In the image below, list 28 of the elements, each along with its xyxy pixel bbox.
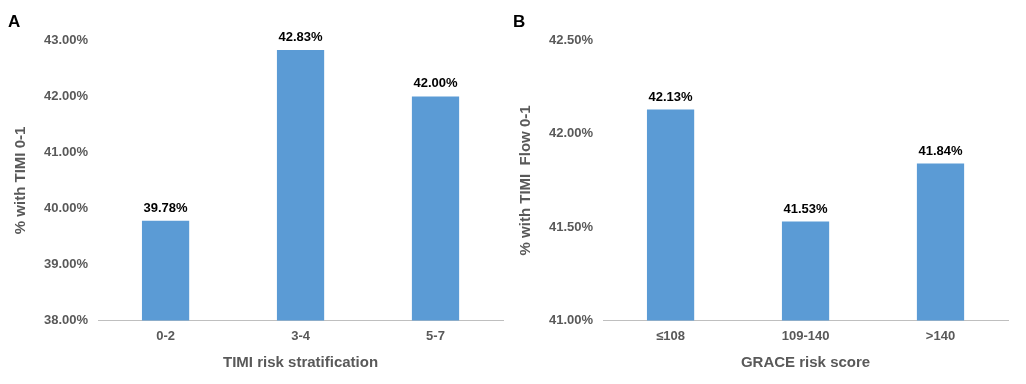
y-tick-label: 43.00% [44, 31, 89, 47]
data-label: 42.83% [278, 29, 324, 44]
x-tick-label: 0-2 [156, 327, 175, 343]
y-tick-label: 41.50% [549, 218, 594, 234]
y-tick-label: 41.00% [44, 143, 89, 159]
x-tick-label: >140 [925, 327, 956, 343]
data-label: 41.84% [918, 142, 963, 158]
y-tick-label: 39.00% [44, 255, 89, 271]
x-tick-label: ≤108 [656, 327, 685, 343]
y-tick-label: 38.00% [44, 311, 89, 327]
chart-title: A [8, 11, 21, 31]
y-tick-label: 40.00% [44, 199, 89, 215]
x-tick-label: 5-7 [426, 327, 445, 343]
x-tick-label: 3-4 [291, 327, 311, 343]
data-label: 42.00% [413, 75, 458, 91]
y-tick-label: 42.00% [44, 87, 89, 103]
chart-title: B [513, 11, 526, 31]
data-label: 41.53% [783, 200, 829, 216]
y-tick-label: 42.50% [549, 31, 594, 47]
y-axis-title: % with TIMI 0-1 [11, 126, 29, 235]
y-tick-label: 42.00% [549, 125, 594, 141]
y-tick-label: 41.00% [549, 311, 594, 327]
x-axis-title: TIMI risk stratification [223, 353, 379, 371]
y-axis-title: % with TIMI Flow 0-1 [516, 105, 534, 256]
data-label: 42.13% [648, 88, 694, 104]
x-tick-label: 109-140 [781, 327, 830, 343]
x-axis-title: GRACE risk score [740, 353, 871, 371]
data-label: 39.78% [143, 199, 189, 215]
